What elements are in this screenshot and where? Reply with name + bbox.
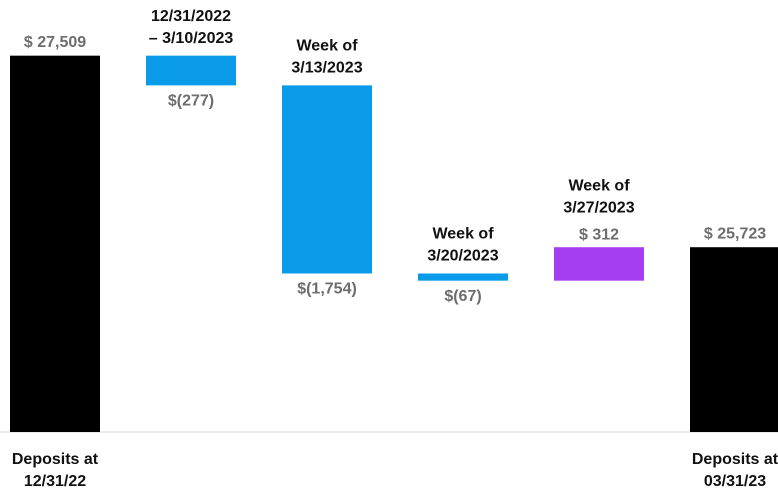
category-label: 12/31/2022 [151,8,231,25]
category-label: – 3/10/2023 [149,30,234,47]
category-label: 3/13/2023 [291,60,362,77]
value-label: $ 312 [579,226,619,243]
category-label: 3/20/2023 [427,248,498,265]
category-label: 12/31/22 [24,473,86,490]
category-label: Week of [568,177,630,194]
category-label: Deposits at [692,451,778,468]
value-label: $(67) [444,288,481,305]
bar [10,55,100,432]
bar [554,247,644,281]
category-label: Deposits at [12,451,99,468]
value-label: $ 25,723 [704,225,766,242]
value-label: $ 27,509 [24,34,86,51]
bar [146,55,236,86]
value-label: $(1,754) [297,281,357,298]
value-label: $(277) [168,93,214,110]
bar [418,273,508,281]
category-label: 3/27/2023 [563,199,634,216]
category-label: 03/31/23 [704,473,766,490]
category-label: Week of [296,38,358,55]
category-label: Week of [432,226,494,243]
bar [282,85,372,274]
bar [690,247,778,432]
